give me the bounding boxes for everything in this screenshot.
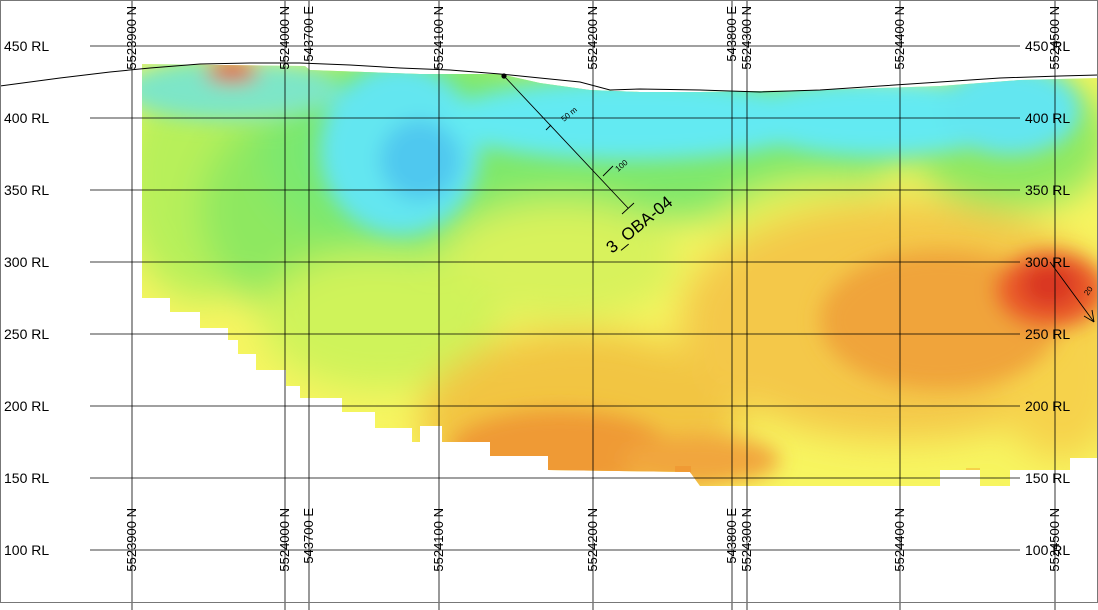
easting-label: 543700 E bbox=[301, 6, 316, 62]
northing-label: 5524400 N bbox=[892, 508, 907, 572]
rl-labels-right: 450 RL 400 RL 350 RL 300 RL 250 RL 200 R… bbox=[1025, 38, 1070, 558]
rl-label: 200 RL bbox=[4, 398, 49, 414]
easting-label: 543800 E bbox=[724, 6, 739, 62]
northing-label: 5524500 N bbox=[1047, 508, 1062, 572]
northing-label: 5524400 N bbox=[892, 6, 907, 70]
rl-label: 250 RL bbox=[4, 326, 49, 342]
rl-label: 100 RL bbox=[1025, 542, 1070, 558]
northing-label: 5524000 N bbox=[277, 508, 292, 572]
northing-label: 5524300 N bbox=[739, 6, 754, 70]
northing-label: 5524000 N bbox=[277, 6, 292, 70]
rl-label: 300 RL bbox=[1025, 254, 1070, 270]
rl-label: 250 RL bbox=[1025, 326, 1070, 342]
coordinate-labels-bottom: 5523900 N 5524000 N 543700 E 5524100 N 5… bbox=[124, 508, 1062, 572]
rl-label: 300 RL bbox=[4, 254, 49, 270]
northing-label: 5524200 N bbox=[585, 6, 600, 70]
rl-label: 400 RL bbox=[4, 110, 49, 126]
coordinate-labels-top: 5523900 N 5524000 N 543700 E 5524100 N 5… bbox=[124, 6, 1062, 70]
rl-label: 100 RL bbox=[4, 542, 49, 558]
rl-label: 450 RL bbox=[4, 38, 49, 54]
coordinate-grid bbox=[131, 0, 1056, 610]
easting-label: 543800 E bbox=[724, 508, 739, 564]
rl-label: 200 RL bbox=[1025, 398, 1070, 414]
northing-label: 5523900 N bbox=[124, 6, 139, 70]
northing-label: 5524200 N bbox=[585, 508, 600, 572]
northing-label: 5524100 N bbox=[431, 508, 446, 572]
northing-label: 5524100 N bbox=[431, 6, 446, 70]
rl-label: 400 RL bbox=[1025, 110, 1070, 126]
rl-label: 350 RL bbox=[1025, 182, 1070, 198]
rl-label: 150 RL bbox=[1025, 470, 1070, 486]
rl-grid bbox=[90, 45, 1020, 551]
easting-label: 543700 E bbox=[301, 508, 316, 564]
rl-labels-left: 450 RL 400 RL 350 RL 300 RL 250 RL 200 R… bbox=[4, 38, 49, 558]
rl-label: 150 RL bbox=[4, 470, 49, 486]
grade-model bbox=[142, 64, 1098, 486]
northing-label: 5524500 N bbox=[1047, 6, 1062, 70]
rl-label: 350 RL bbox=[4, 182, 49, 198]
rl-label: 450 RL bbox=[1025, 38, 1070, 54]
collar-marker bbox=[501, 73, 507, 79]
northing-label: 5524300 N bbox=[739, 508, 754, 572]
northing-label: 5523900 N bbox=[124, 508, 139, 572]
